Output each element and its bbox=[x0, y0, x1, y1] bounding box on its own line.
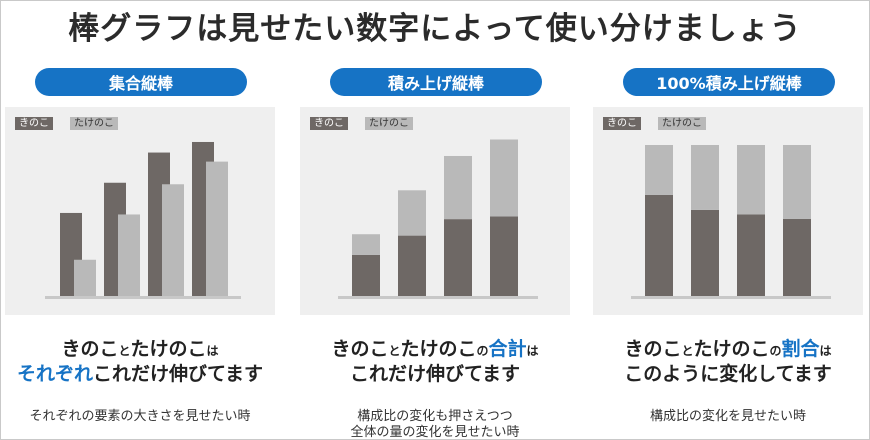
chart-panel: きのこ たけのこ bbox=[300, 107, 570, 315]
legend-takenoko: たけのこ bbox=[658, 117, 706, 130]
bar-segment-kinoko bbox=[783, 218, 811, 296]
legend-takenoko: たけのこ bbox=[365, 117, 413, 130]
bar-takenoko bbox=[118, 214, 140, 296]
bar-segment-takenoko bbox=[737, 145, 765, 215]
bar-takenoko bbox=[162, 184, 184, 296]
conclusion-line-2: このように変化してます bbox=[624, 363, 832, 385]
conclusion-text: きのことたけのこの合計は これだけ伸びてます bbox=[300, 338, 570, 386]
conclusion-text: きのことたけのこの割合は このように変化してます bbox=[593, 338, 863, 386]
page-title: 棒グラフは見せたい数字によって使い分けましょう bbox=[68, 11, 802, 47]
conclusion-line-2: それぞれこれだけ伸びてます bbox=[16, 363, 264, 385]
usage-note: 構成比の変化も押さえつつ 全体の量の変化を見せたい時 bbox=[350, 409, 520, 440]
legend-takenoko: たけのこ bbox=[70, 117, 118, 130]
bar-segment-takenoko bbox=[691, 145, 719, 210]
conclusion-line-1: きのことたけのこの合計は bbox=[331, 338, 539, 360]
chart-panel: きのこ たけのこ bbox=[593, 107, 863, 315]
usage-note: それぞれの要素の大きさを見せたい時 bbox=[29, 409, 251, 424]
bar-segment-kinoko bbox=[398, 235, 426, 296]
bar-segment-takenoko bbox=[645, 145, 673, 195]
legend-kinoko: きのこ bbox=[603, 117, 641, 130]
conclusion-line-2: これだけ伸びてます bbox=[349, 363, 521, 385]
bar-segment-kinoko bbox=[691, 209, 719, 296]
panel-stacked: 積み上げ縦棒 きのこ たけのこ きのことたけのこの合計は これだけ伸びてます 構… bbox=[300, 68, 570, 440]
usage-note: 構成比の変化を見せたい時 bbox=[649, 409, 806, 424]
bar-takenoko bbox=[74, 259, 96, 296]
bar-segment-takenoko bbox=[352, 234, 380, 255]
legend-kinoko: きのこ bbox=[310, 117, 348, 130]
percent-stacked-bar-chart bbox=[631, 145, 831, 299]
conclusion-line-1: きのことたけのこは bbox=[61, 338, 219, 360]
chart-panel: きのこ たけのこ bbox=[5, 107, 275, 315]
clustered-bar-chart bbox=[45, 141, 241, 299]
chart-type-label: 100%積み上げ縦棒 bbox=[623, 68, 835, 96]
bar-segment-kinoko bbox=[490, 216, 518, 296]
x-axis-line bbox=[631, 296, 831, 299]
bar-segment-takenoko bbox=[444, 155, 472, 220]
bar-takenoko bbox=[206, 161, 228, 296]
bar-segment-takenoko bbox=[398, 190, 426, 236]
bar-segment-kinoko bbox=[352, 254, 380, 296]
bar-segment-kinoko bbox=[737, 214, 765, 296]
x-axis-line bbox=[45, 296, 241, 299]
x-axis-line bbox=[338, 296, 538, 299]
bar-segment-kinoko bbox=[444, 219, 472, 296]
conclusion-line-1: きのことたけのこの割合は bbox=[624, 338, 832, 360]
panel-clustered: 集合縦棒 きのこ たけのこ きのことたけのこは それぞれこれだけ伸びてます それ… bbox=[5, 68, 275, 440]
bar-segment-takenoko bbox=[490, 139, 518, 217]
bar-segment-takenoko bbox=[783, 145, 811, 219]
legend-kinoko: きのこ bbox=[15, 117, 53, 130]
stacked-bar-chart bbox=[338, 139, 538, 299]
panel-percent-stacked: 100%積み上げ縦棒 きのこ たけのこ きのことたけのこの割合は このように変化… bbox=[593, 68, 863, 440]
chart-type-label: 積み上げ縦棒 bbox=[330, 68, 542, 96]
conclusion-text: きのことたけのこは それぞれこれだけ伸びてます bbox=[5, 338, 275, 386]
chart-type-label: 集合縦棒 bbox=[35, 68, 247, 96]
bar-segment-kinoko bbox=[645, 194, 673, 296]
